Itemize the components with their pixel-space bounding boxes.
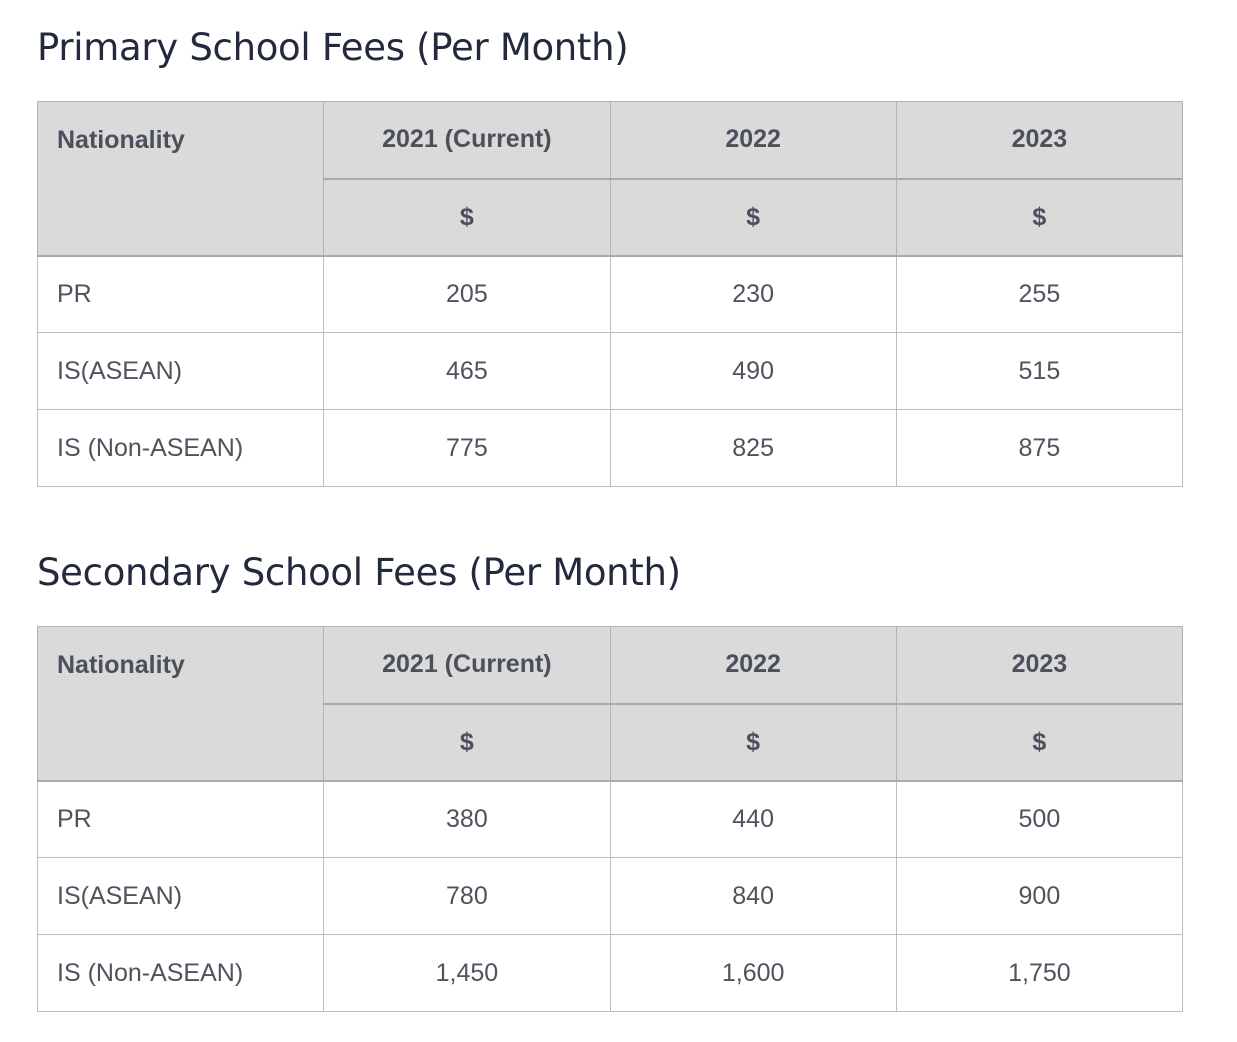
- fee-cell: 1,600: [609, 934, 897, 1012]
- nationality-cell: IS (Non-ASEAN): [36, 409, 325, 487]
- table-row: IS(ASEAN) 465 490 515: [36, 332, 1184, 410]
- currency-header: $: [609, 703, 897, 782]
- nationality-cell: IS (Non-ASEAN): [36, 934, 325, 1012]
- currency-header: $: [323, 703, 611, 782]
- fee-cell: 515: [895, 332, 1184, 410]
- fee-cell: 500: [895, 780, 1184, 858]
- currency-header-row: $ $ $: [38, 703, 1184, 782]
- table-row: IS(ASEAN) 780 840 900: [36, 857, 1184, 935]
- fee-cell: 875: [895, 409, 1184, 487]
- nationality-cell: PR: [36, 780, 325, 858]
- currency-header: $: [895, 703, 1184, 782]
- fee-cell: 380: [323, 780, 611, 858]
- primary-fees-section: Primary School Fees (Per Month) National…: [36, 22, 1184, 487]
- currency-header-row: $ $ $: [38, 178, 1184, 257]
- year-header: 2021 (Current): [323, 101, 611, 180]
- fee-cell: 1,750: [895, 934, 1184, 1012]
- secondary-fees-section: Secondary School Fees (Per Month) Nation…: [36, 547, 1184, 1012]
- primary-fees-table: Nationality 2021 (Current) 2022 2023 $ $…: [36, 101, 1184, 487]
- fee-cell: 440: [609, 780, 897, 858]
- currency-header: $: [609, 178, 897, 257]
- table-row: IS (Non-ASEAN) 775 825 875: [36, 409, 1184, 487]
- fee-cell: 825: [609, 409, 897, 487]
- nationality-header: Nationality: [36, 626, 325, 782]
- nationality-cell: IS(ASEAN): [36, 332, 325, 410]
- currency-header: $: [895, 178, 1184, 257]
- fee-cell: 775: [323, 409, 611, 487]
- fee-cell: 205: [323, 255, 611, 333]
- fee-cell: 465: [323, 332, 611, 410]
- year-header: 2022: [609, 101, 897, 180]
- primary-fees-title: Primary School Fees (Per Month): [37, 26, 629, 69]
- year-header: 2022: [609, 626, 897, 705]
- table-row: PR 205 230 255: [36, 255, 1184, 333]
- currency-header: $: [323, 178, 611, 257]
- fee-cell: 255: [895, 255, 1184, 333]
- fee-cell: 900: [895, 857, 1184, 935]
- table-header-row: Nationality 2021 (Current) 2022 2023: [36, 101, 1184, 257]
- secondary-fees-table: Nationality 2021 (Current) 2022 2023 $ $…: [36, 626, 1184, 1012]
- table-header-row: Nationality 2021 (Current) 2022 2023: [36, 626, 1184, 782]
- nationality-cell: PR: [36, 255, 325, 333]
- table-row: PR 380 440 500: [36, 780, 1184, 858]
- year-header: 2021 (Current): [323, 626, 611, 705]
- fee-cell: 230: [609, 255, 897, 333]
- year-header: 2023: [895, 101, 1184, 180]
- nationality-cell: IS(ASEAN): [36, 857, 325, 935]
- fee-cell: 780: [323, 857, 611, 935]
- table-row: IS (Non-ASEAN) 1,450 1,600 1,750: [36, 934, 1184, 1012]
- fee-cell: 840: [609, 857, 897, 935]
- secondary-fees-title: Secondary School Fees (Per Month): [37, 551, 681, 594]
- nationality-header: Nationality: [36, 101, 325, 257]
- year-header: 2023: [895, 626, 1184, 705]
- fee-cell: 490: [609, 332, 897, 410]
- fee-cell: 1,450: [323, 934, 611, 1012]
